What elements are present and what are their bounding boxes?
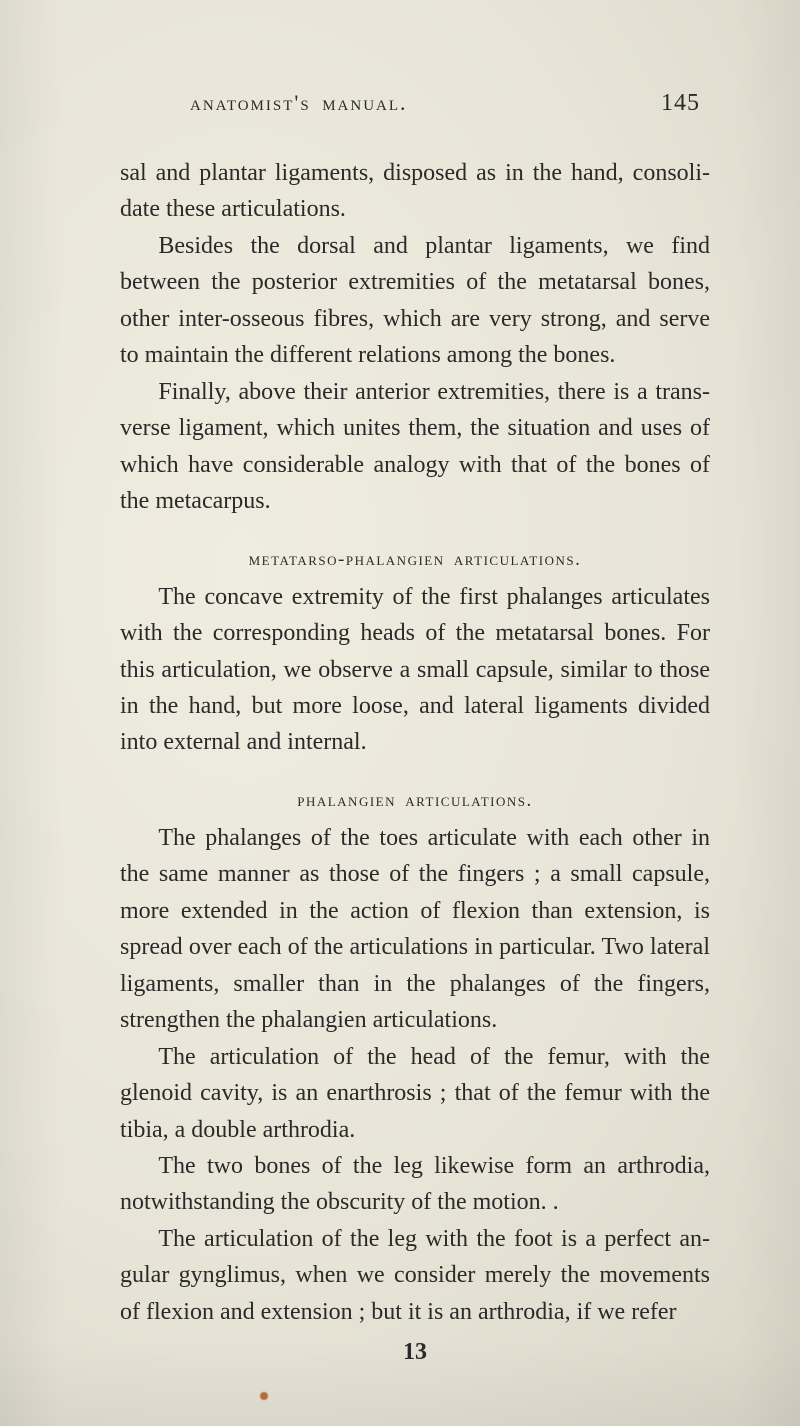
section-heading: phalangien articulations. bbox=[120, 787, 710, 816]
section-heading: metatarso-phalangien articulations. bbox=[120, 546, 710, 575]
body-text: sal and plantar ligaments, disposed as i… bbox=[120, 155, 710, 1371]
running-title: anatomist's manual. bbox=[190, 90, 408, 116]
paragraph: The articulation of the leg with the foo… bbox=[120, 1221, 710, 1330]
paragraph: The articulation of the head of the femu… bbox=[120, 1039, 710, 1148]
paragraph: Besides the dorsal and plantar ligaments… bbox=[120, 228, 710, 374]
paragraph: sal and plantar ligaments, disposed as i… bbox=[120, 155, 710, 228]
paragraph: Finally, above their anterior extremitie… bbox=[120, 374, 710, 520]
paragraph: The phalanges of the toes articulate wit… bbox=[120, 820, 710, 1039]
signature-mark: 13 bbox=[120, 1334, 710, 1370]
paragraph: The two bones of the leg likewise form a… bbox=[120, 1148, 710, 1221]
running-head: anatomist's manual. 145 bbox=[190, 90, 700, 117]
page-number: 145 bbox=[661, 90, 700, 117]
book-page: anatomist's manual. 145 sal and plantar … bbox=[0, 0, 800, 1426]
paragraph: The concave extremity of the first phala… bbox=[120, 579, 710, 761]
scan-artifact-speck bbox=[260, 1392, 268, 1400]
